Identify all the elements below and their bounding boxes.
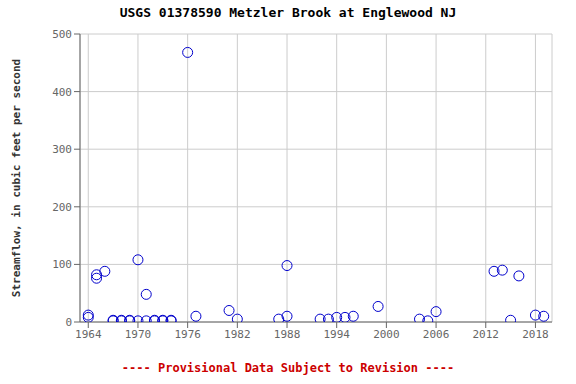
- svg-text:1982: 1982: [224, 328, 251, 341]
- svg-text:2012: 2012: [473, 328, 500, 341]
- svg-text:2006: 2006: [423, 328, 450, 341]
- svg-text:300: 300: [52, 143, 72, 156]
- svg-text:200: 200: [52, 201, 72, 214]
- svg-text:100: 100: [52, 258, 72, 271]
- svg-text:500: 500: [52, 28, 72, 41]
- svg-text:2000: 2000: [373, 328, 400, 341]
- svg-text:0: 0: [65, 316, 72, 329]
- html-text:USGS 01378590 Metzler Brook at: USGS 01378590 Metzler Brook at Englewood…: [119, 5, 457, 20]
- svg-text:1964: 1964: [75, 328, 102, 341]
- svg-text:Streamflow, in cubic feet per: Streamflow, in cubic feet per second: [10, 59, 23, 297]
- svg-text:400: 400: [52, 86, 72, 99]
- svg-text:1970: 1970: [125, 328, 152, 341]
- svg-text:1988: 1988: [274, 328, 301, 341]
- svg-text:1994: 1994: [323, 328, 350, 341]
- svg-text:1976: 1976: [174, 328, 201, 341]
- html-text:---- Provisional Data Subject: ---- Provisional Data Subject to Revisio…: [121, 361, 455, 375]
- svg-text:2018: 2018: [522, 328, 549, 341]
